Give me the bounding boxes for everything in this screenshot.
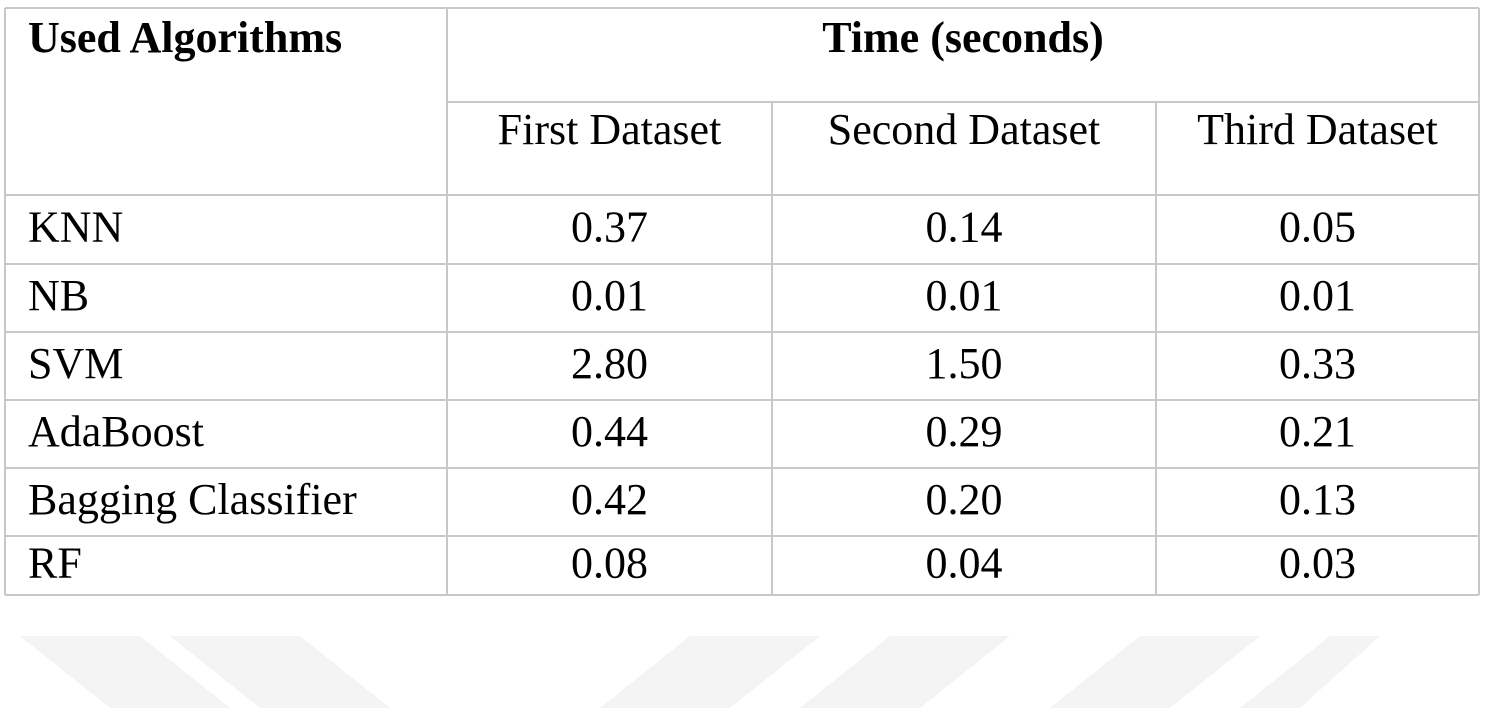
table-cell: 0.13 [1279,475,1356,524]
row-label: KNN [28,203,123,252]
watermark-shape [600,636,820,708]
table-cell: 0.05 [1279,203,1356,252]
watermark-shape [1050,636,1260,708]
watermark-shape [170,636,390,708]
watermark-shape [800,636,1010,708]
table-cell: 0.08 [571,539,648,588]
table-cell: 0.29 [926,407,1003,456]
table-cell: 0.01 [926,271,1003,320]
table-cell: 0.42 [571,475,648,524]
row-label: AdaBoost [28,407,204,456]
table-cell: 0.03 [1279,539,1356,588]
table-cell: 0.14 [926,203,1003,252]
watermark-shape [20,636,230,708]
header-group: Time (seconds) [822,13,1104,62]
table-cell: 0.04 [926,539,1003,588]
table-cell: 1.50 [926,339,1003,388]
table-cell: 0.33 [1279,339,1356,388]
subheader-cell: Second Dataset [828,105,1100,154]
subheader-cell: Third Dataset [1197,105,1438,154]
table-cell: 0.44 [571,407,648,456]
table-cell: 2.80 [571,339,648,388]
subheader-cell: First Dataset [498,105,722,154]
watermark [20,636,1380,708]
row-label: Bagging Classifier [28,475,357,524]
row-label: RF [28,539,82,588]
watermark-shape [1240,636,1380,708]
table-cell: 0.37 [571,203,648,252]
header-cell: Used Algorithms [28,13,342,62]
row-label: NB [28,271,89,320]
row-label: SVM [28,339,123,388]
table-cell: 0.01 [571,271,648,320]
table-cell: 0.20 [926,475,1003,524]
table-cell: 0.21 [1279,407,1356,456]
table-cell: 0.01 [1279,271,1356,320]
